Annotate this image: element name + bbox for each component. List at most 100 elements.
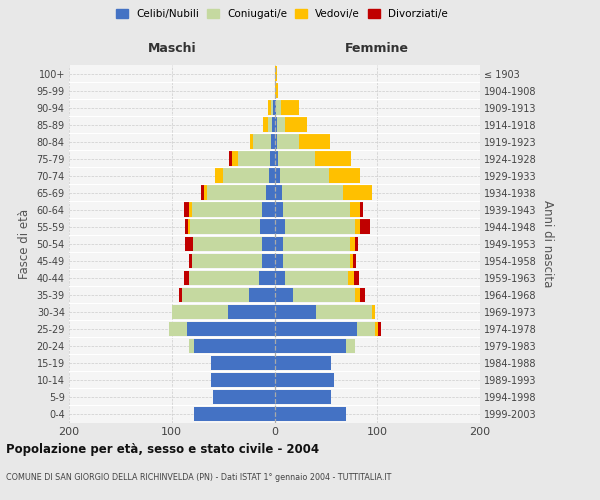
Bar bbox=[271, 152, 275, 166]
Bar bbox=[185, 220, 188, 234]
Bar bbox=[268, 118, 272, 132]
Bar bbox=[346, 338, 355, 353]
Bar bbox=[350, 236, 355, 251]
Bar bbox=[275, 338, 346, 353]
Bar bbox=[275, 186, 281, 200]
Bar bbox=[189, 254, 193, 268]
Y-axis label: Anni di nascita: Anni di nascita bbox=[541, 200, 554, 288]
Bar bbox=[215, 168, 223, 183]
Bar bbox=[275, 66, 277, 80]
Bar bbox=[211, 356, 275, 370]
Text: COMUNE DI SAN GIORGIO DELLA RICHINVELDA (PN) - Dati ISTAT 1° gennaio 2004 - TUTT: COMUNE DI SAN GIORGIO DELLA RICHINVELDA … bbox=[6, 472, 391, 482]
Bar bbox=[259, 270, 275, 285]
Bar bbox=[277, 118, 285, 132]
Bar bbox=[266, 186, 275, 200]
Bar bbox=[184, 202, 189, 217]
Bar bbox=[281, 100, 299, 115]
Bar bbox=[193, 254, 262, 268]
Bar bbox=[299, 134, 330, 149]
Bar bbox=[283, 254, 350, 268]
Bar bbox=[275, 168, 280, 183]
Bar bbox=[275, 390, 331, 404]
Bar bbox=[275, 254, 283, 268]
Bar bbox=[285, 270, 349, 285]
Y-axis label: Fasce di età: Fasce di età bbox=[18, 208, 31, 279]
Bar bbox=[353, 270, 359, 285]
Bar bbox=[275, 407, 346, 421]
Bar bbox=[200, 186, 203, 200]
Bar bbox=[189, 202, 193, 217]
Bar bbox=[350, 202, 360, 217]
Bar bbox=[169, 322, 187, 336]
Bar bbox=[314, 152, 350, 166]
Bar bbox=[349, 270, 353, 285]
Bar bbox=[250, 134, 253, 149]
Bar bbox=[262, 236, 275, 251]
Bar bbox=[249, 288, 275, 302]
Bar bbox=[285, 118, 307, 132]
Bar bbox=[262, 202, 275, 217]
Bar bbox=[378, 322, 382, 336]
Bar bbox=[360, 220, 370, 234]
Bar bbox=[206, 186, 266, 200]
Bar bbox=[172, 304, 228, 319]
Bar bbox=[271, 134, 275, 149]
Bar bbox=[355, 236, 358, 251]
Bar bbox=[203, 186, 206, 200]
Bar bbox=[223, 168, 269, 183]
Bar bbox=[185, 236, 193, 251]
Bar bbox=[355, 288, 360, 302]
Bar bbox=[277, 134, 299, 149]
Bar bbox=[271, 100, 274, 115]
Bar bbox=[184, 270, 189, 285]
Bar bbox=[187, 322, 275, 336]
Bar bbox=[343, 186, 372, 200]
Bar bbox=[269, 168, 275, 183]
Text: Maschi: Maschi bbox=[148, 42, 196, 55]
Bar bbox=[275, 220, 285, 234]
Bar bbox=[360, 288, 365, 302]
Bar bbox=[285, 220, 355, 234]
Bar bbox=[275, 100, 281, 115]
Bar bbox=[372, 304, 375, 319]
Bar bbox=[278, 152, 314, 166]
Bar bbox=[275, 134, 277, 149]
Bar bbox=[189, 270, 259, 285]
Legend: Celibi/Nubili, Coniugati/e, Vedovi/e, Divorziati/e: Celibi/Nubili, Coniugati/e, Vedovi/e, Di… bbox=[112, 5, 452, 24]
Bar bbox=[293, 288, 355, 302]
Bar bbox=[263, 118, 268, 132]
Bar bbox=[353, 254, 356, 268]
Bar bbox=[375, 322, 378, 336]
Bar bbox=[360, 202, 363, 217]
Bar bbox=[262, 254, 275, 268]
Bar bbox=[275, 84, 278, 98]
Bar bbox=[188, 220, 190, 234]
Bar bbox=[316, 304, 372, 319]
Text: Popolazione per età, sesso e stato civile - 2004: Popolazione per età, sesso e stato civil… bbox=[6, 442, 319, 456]
Bar bbox=[232, 152, 238, 166]
Bar bbox=[275, 322, 356, 336]
Bar bbox=[275, 356, 331, 370]
Bar bbox=[253, 134, 271, 149]
Bar bbox=[260, 220, 275, 234]
Bar bbox=[329, 168, 360, 183]
Bar bbox=[228, 304, 275, 319]
Bar bbox=[193, 236, 262, 251]
Bar bbox=[275, 118, 277, 132]
Bar bbox=[213, 390, 275, 404]
Text: Femmine: Femmine bbox=[345, 42, 409, 55]
Bar bbox=[194, 338, 275, 353]
Bar bbox=[182, 288, 249, 302]
Bar bbox=[275, 372, 334, 387]
Bar bbox=[275, 288, 293, 302]
Bar bbox=[281, 186, 343, 200]
Bar bbox=[274, 100, 275, 115]
Bar bbox=[275, 304, 316, 319]
Bar bbox=[283, 202, 350, 217]
Bar bbox=[275, 152, 278, 166]
Bar bbox=[211, 372, 275, 387]
Bar bbox=[275, 202, 283, 217]
Bar bbox=[194, 407, 275, 421]
Bar bbox=[280, 168, 329, 183]
Bar bbox=[190, 220, 260, 234]
